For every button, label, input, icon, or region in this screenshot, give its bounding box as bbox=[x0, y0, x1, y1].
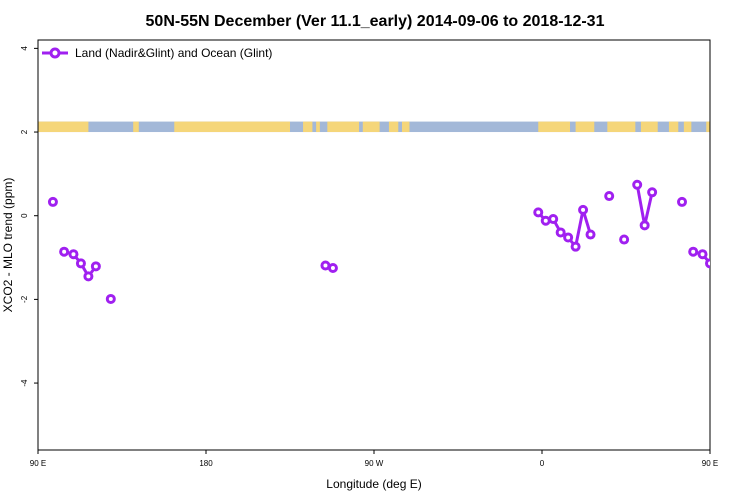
data-point bbox=[619, 234, 630, 245]
legend-label: Land (Nadir&Glint) and Ocean (Glint) bbox=[75, 46, 272, 60]
data-point bbox=[320, 260, 331, 271]
x-tick-label: 0 bbox=[540, 459, 545, 468]
land-segment bbox=[327, 121, 360, 133]
data-point bbox=[90, 261, 101, 272]
x-tick-label: 90 W bbox=[365, 459, 384, 468]
series-line bbox=[537, 208, 592, 249]
land-segment bbox=[133, 121, 139, 133]
y-axis: -4 -2 0 2 4 bbox=[20, 46, 38, 387]
land-segment bbox=[316, 121, 320, 133]
data-point bbox=[540, 215, 551, 226]
y-tick-label: -2 bbox=[20, 295, 29, 303]
data-point bbox=[604, 191, 615, 202]
y-tick-label: 2 bbox=[20, 129, 29, 134]
data-point bbox=[75, 258, 86, 269]
chart-title: 50N-55N December (Ver 11.1_early) 2014-0… bbox=[146, 13, 605, 30]
land-segment bbox=[575, 121, 595, 133]
data-point bbox=[705, 258, 710, 269]
x-tick-label: 180 bbox=[199, 459, 213, 468]
x-axis: 90 E 180 90 W 0 90 E bbox=[30, 450, 718, 468]
y-tick-label: -4 bbox=[20, 379, 29, 387]
plot-area-frame bbox=[37, 39, 711, 451]
land-segment bbox=[640, 121, 658, 133]
land-ocean-band bbox=[38, 121, 710, 133]
y-axis-label: XCO2 - MLO trend (ppm) bbox=[1, 178, 15, 313]
land-segment bbox=[362, 121, 380, 133]
data-point bbox=[533, 207, 544, 218]
data-point bbox=[47, 196, 58, 207]
data-point bbox=[714, 273, 721, 280]
land-segment bbox=[38, 121, 89, 133]
data-point bbox=[578, 204, 589, 215]
y-tick-label: 0 bbox=[20, 213, 29, 218]
land-segment bbox=[303, 121, 313, 133]
data-point bbox=[632, 179, 643, 190]
data-point bbox=[721, 263, 728, 270]
land-segment bbox=[402, 121, 410, 133]
data-point bbox=[548, 214, 559, 225]
data-series bbox=[47, 179, 743, 304]
data-point bbox=[83, 271, 94, 282]
x-tick-label: 90 E bbox=[702, 459, 718, 468]
data-point bbox=[59, 246, 70, 257]
data-point bbox=[639, 220, 650, 231]
data-point bbox=[563, 232, 574, 243]
land-segment bbox=[174, 121, 290, 133]
data-point bbox=[68, 249, 79, 260]
data-point bbox=[105, 293, 116, 304]
data-point bbox=[555, 227, 566, 238]
data-point bbox=[327, 263, 338, 274]
y-tick-label: 4 bbox=[20, 46, 29, 51]
legend-marker bbox=[49, 47, 61, 59]
data-point bbox=[677, 196, 687, 207]
land-segment bbox=[607, 121, 636, 133]
data-point bbox=[647, 187, 658, 198]
land-segment bbox=[668, 121, 679, 133]
data-point bbox=[697, 249, 708, 260]
land-segment bbox=[683, 121, 692, 133]
data-point bbox=[585, 229, 596, 240]
x-tick-label: 90 E bbox=[30, 459, 46, 468]
data-point bbox=[688, 246, 699, 257]
data-point bbox=[570, 241, 581, 252]
legend: Land (Nadir&Glint) and Ocean (Glint) bbox=[42, 46, 272, 60]
land-segment bbox=[388, 121, 399, 133]
x-axis-label: Longitude (deg E) bbox=[326, 477, 421, 491]
data-point bbox=[736, 295, 743, 302]
land-segment bbox=[538, 121, 570, 133]
land-segment bbox=[706, 121, 710, 133]
